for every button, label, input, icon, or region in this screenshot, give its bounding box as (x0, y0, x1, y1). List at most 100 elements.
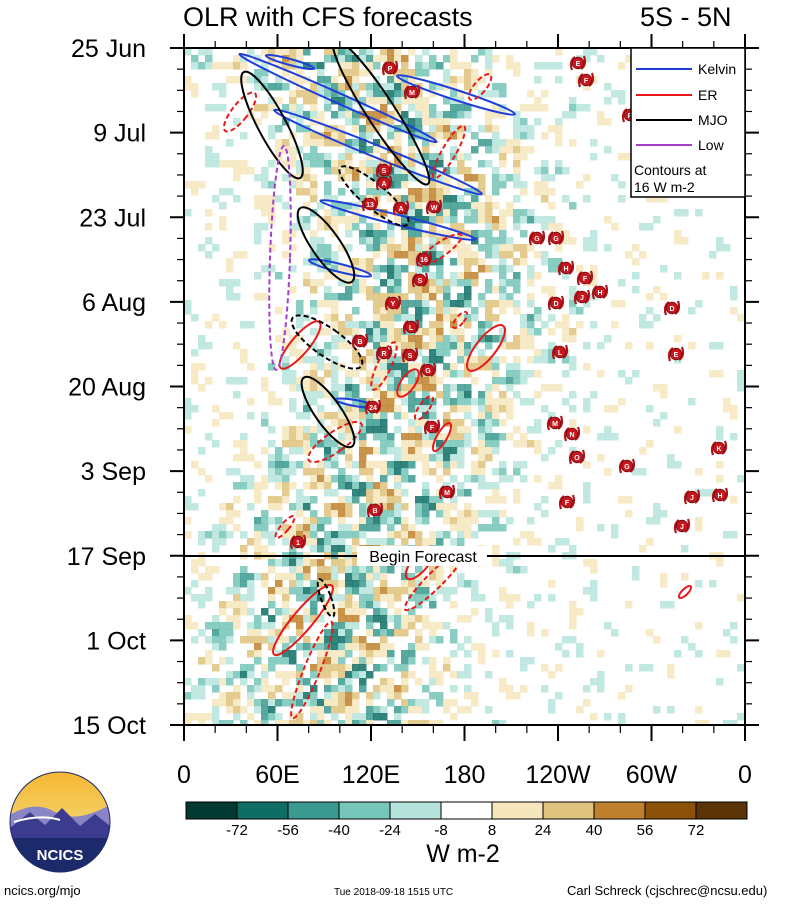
storm-marker: M (403, 84, 421, 100)
colorbar-swatch (287, 801, 340, 820)
x-tick-label: 120W (525, 761, 591, 789)
svg-text:P: P (388, 66, 393, 73)
storm-marker: G (618, 458, 636, 474)
wave-contour (300, 375, 356, 449)
wave-contour (290, 314, 364, 370)
storm-marker: F (423, 419, 441, 435)
y-tick-label: 15 Oct (72, 712, 146, 740)
olr-field (184, 48, 745, 725)
legend-low-label: Low (698, 137, 725, 153)
chart-title: OLR with CFS forecasts (183, 2, 473, 32)
wave-contour (307, 420, 363, 464)
storm-marker: H (711, 487, 729, 503)
y-tick-label: 23 Jul (79, 204, 146, 232)
y-tick-label: 20 Aug (68, 374, 146, 402)
forecast-label: Begin Forecast (369, 549, 477, 566)
storm-marker: A (375, 175, 393, 191)
wave-contour (274, 514, 296, 540)
footer-timestamp: Tue 2018-09-18 1515 UTC (334, 887, 454, 898)
wave-contour (307, 258, 373, 278)
svg-text:16: 16 (420, 257, 428, 264)
storm-marker: B (366, 502, 384, 518)
svg-text:L: L (558, 350, 563, 357)
colorbar-swatch (644, 801, 697, 820)
storm-marker: D (663, 300, 681, 316)
storm-marker: J (683, 489, 701, 505)
wave-contour (272, 583, 334, 657)
svg-text:K: K (716, 446, 721, 453)
svg-text:N: N (569, 432, 574, 439)
colorbar-swatch (593, 801, 646, 820)
storm-marker: S (401, 347, 419, 363)
forecast-label-bg (357, 546, 487, 566)
storm-marker: G (419, 362, 437, 378)
storm-marker: S (375, 162, 393, 178)
x-tick-label: 120E (342, 761, 400, 789)
wave-contour (268, 145, 292, 371)
svg-text:D: D (553, 301, 558, 308)
footer-url: ncics.org/mjo (4, 883, 81, 898)
wave-contour (677, 584, 693, 600)
wave-contour (240, 70, 304, 180)
svg-text:F: F (583, 276, 588, 283)
svg-text:E: E (674, 352, 679, 359)
wave-contour (413, 395, 435, 421)
colorbar-swatch (491, 801, 544, 820)
svg-text:D: D (669, 306, 674, 313)
svg-text:G: G (425, 368, 431, 375)
svg-text:F: F (565, 500, 570, 507)
contour-note-1: Contours at (634, 162, 706, 178)
svg-text:H: H (717, 493, 722, 500)
wave-contour (238, 52, 438, 144)
colorbar-swatch (440, 801, 493, 820)
storm-marker: K (710, 440, 728, 456)
y-tick-label: 25 Jun (71, 35, 146, 63)
svg-text:Y: Y (391, 301, 396, 308)
svg-text:G: G (534, 236, 540, 243)
colorbar-unit: W m-2 (426, 840, 500, 868)
svg-text:S: S (408, 353, 413, 360)
y-tick-label: 3 Sep (81, 458, 146, 486)
y-tick-label: 6 Aug (82, 289, 146, 317)
svg-text:A: A (398, 206, 403, 213)
storm-marker: D (547, 295, 565, 311)
colorbar-swatch (695, 801, 748, 820)
svg-text:O: O (574, 455, 580, 462)
storm-marker: E (569, 55, 587, 71)
wave-contour (466, 324, 506, 372)
colorbar-tick-label: 8 (488, 822, 496, 839)
svg-text:M: M (552, 421, 558, 428)
storm-marker: S (411, 272, 429, 288)
svg-text:J: J (690, 495, 694, 502)
wave-contour (316, 578, 336, 618)
wave-contours (222, 48, 693, 720)
storm-marker: Y (384, 295, 402, 311)
storm-marker: M (438, 484, 456, 500)
svg-text:M: M (409, 90, 415, 97)
y-tick-label: 1 Oct (86, 627, 146, 655)
colorbar-swatch (185, 801, 238, 820)
svg-text:F: F (584, 78, 589, 85)
storm-marker: A (392, 200, 410, 216)
wave-contour (264, 53, 316, 71)
svg-text:F: F (430, 425, 435, 432)
colorbar: -72 -56 -40 -24 -8 8 24 40 56 72 (185, 801, 748, 839)
legend: Kelvin ER MJO Low Contours at 16 W m-2 (630, 47, 746, 198)
colorbar-swatch (338, 801, 391, 820)
colorbar-tick-label: -24 (379, 822, 401, 839)
wave-contour (290, 620, 334, 720)
y-axis-labels: 25 Jun 9 Jul 23 Jul 6 Aug 20 Aug 3 Sep 17 Sep 1… (67, 35, 146, 740)
x-tick-label: 0 (738, 761, 752, 789)
svg-text:S: S (382, 168, 387, 175)
storm-marker: G (528, 230, 546, 246)
x-tick-label: 180 (444, 761, 486, 789)
svg-text:W: W (431, 205, 438, 212)
axis-ticks (170, 34, 759, 741)
svg-text:E: E (576, 61, 581, 68)
storm-marker: F (576, 270, 594, 286)
svg-text:24: 24 (369, 405, 377, 412)
legend-er-label: ER (698, 87, 717, 103)
storm-marker: P (381, 60, 399, 76)
